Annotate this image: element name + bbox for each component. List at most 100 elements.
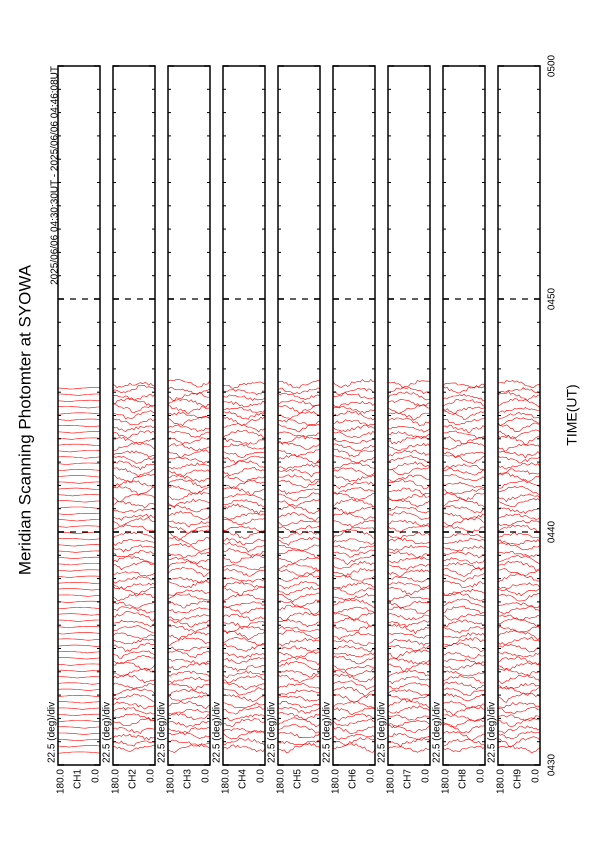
- trace: [387, 380, 431, 389]
- panel-label: CH4: [238, 769, 249, 789]
- trace: [167, 551, 211, 559]
- trace: [112, 561, 156, 571]
- trace: [387, 398, 431, 407]
- trace: [497, 455, 541, 464]
- trace: [222, 503, 266, 515]
- trace: [222, 467, 266, 476]
- trace: [442, 745, 486, 752]
- trace: [277, 661, 321, 671]
- trace: [222, 656, 266, 664]
- trace: [442, 663, 486, 671]
- trace: [387, 404, 431, 414]
- traces: [387, 380, 431, 753]
- trace: [57, 418, 101, 421]
- trace: [387, 619, 431, 628]
- trace: [387, 581, 431, 591]
- trace: [167, 727, 211, 734]
- trace: [112, 632, 156, 640]
- trace: [387, 449, 431, 457]
- trace: [387, 694, 431, 703]
- trace: [112, 517, 156, 527]
- trace: [277, 670, 321, 678]
- trace: [112, 744, 156, 752]
- y-tick-label: 0.0: [256, 769, 267, 783]
- trace: [57, 644, 101, 647]
- trace: [167, 720, 211, 728]
- trace: [442, 619, 486, 628]
- trace: [113, 619, 156, 628]
- trace: [57, 525, 101, 528]
- trace: [222, 714, 266, 722]
- trace: [332, 512, 376, 521]
- trace: [332, 405, 376, 414]
- trace: [332, 700, 376, 710]
- trace: [442, 681, 485, 691]
- trace: [167, 416, 211, 427]
- y-tick-label: 180.0: [496, 769, 507, 794]
- trace: [167, 658, 211, 666]
- trace: [112, 713, 156, 722]
- trace: [277, 399, 321, 408]
- trace: [57, 582, 101, 585]
- trace: [167, 700, 211, 710]
- trace: [497, 411, 541, 421]
- trace: [277, 581, 321, 590]
- trace: [57, 613, 101, 616]
- trace: [112, 485, 156, 496]
- trace: [112, 514, 156, 521]
- trace: [57, 663, 101, 666]
- trace: [497, 450, 541, 459]
- trace: [57, 575, 101, 578]
- trace: [277, 557, 321, 565]
- trace: [442, 524, 486, 534]
- trace: [167, 478, 211, 489]
- trace: [442, 406, 486, 414]
- trace: [277, 611, 321, 622]
- traces: [167, 379, 211, 753]
- trace: [387, 417, 431, 427]
- trace: [167, 430, 211, 438]
- trace: [388, 606, 431, 614]
- trace: [222, 652, 266, 659]
- trace: [442, 463, 486, 470]
- trace: [442, 687, 486, 696]
- trace: [387, 455, 431, 464]
- chart-title: Meridian Scanning Photomter at SYOWA: [15, 264, 34, 575]
- trace: [222, 564, 266, 571]
- trace: [387, 411, 431, 421]
- y-tick-label: 0.0: [91, 769, 102, 783]
- trace: [167, 712, 211, 720]
- trace: [332, 410, 376, 421]
- trace: [277, 519, 321, 527]
- trace: [112, 501, 156, 509]
- trace: [112, 410, 156, 420]
- trace: [497, 498, 541, 508]
- trace: [57, 550, 100, 553]
- trace: [167, 695, 211, 702]
- trace: [332, 737, 376, 746]
- trace: [167, 744, 211, 753]
- trace: [387, 506, 431, 514]
- trace: [442, 481, 486, 489]
- trace: [332, 668, 376, 677]
- trace: [332, 686, 376, 697]
- panel-label: CH1: [73, 769, 84, 789]
- trace: [222, 670, 266, 679]
- trace: [277, 488, 321, 495]
- trace: [112, 393, 156, 401]
- trace: [57, 456, 101, 459]
- trace: [112, 606, 156, 614]
- trace: [387, 467, 431, 476]
- scale-label: 22.5 (deg)/div: [267, 702, 278, 763]
- trace: [442, 637, 486, 647]
- trace: [167, 484, 210, 495]
- trace: [442, 533, 486, 538]
- trace: [332, 665, 376, 671]
- trace: [277, 531, 321, 539]
- trace: [57, 387, 101, 390]
- panel-label: CH7: [403, 769, 414, 789]
- trace: [222, 730, 266, 740]
- trace: [387, 613, 431, 621]
- trace: [167, 405, 211, 414]
- trace: [332, 387, 376, 395]
